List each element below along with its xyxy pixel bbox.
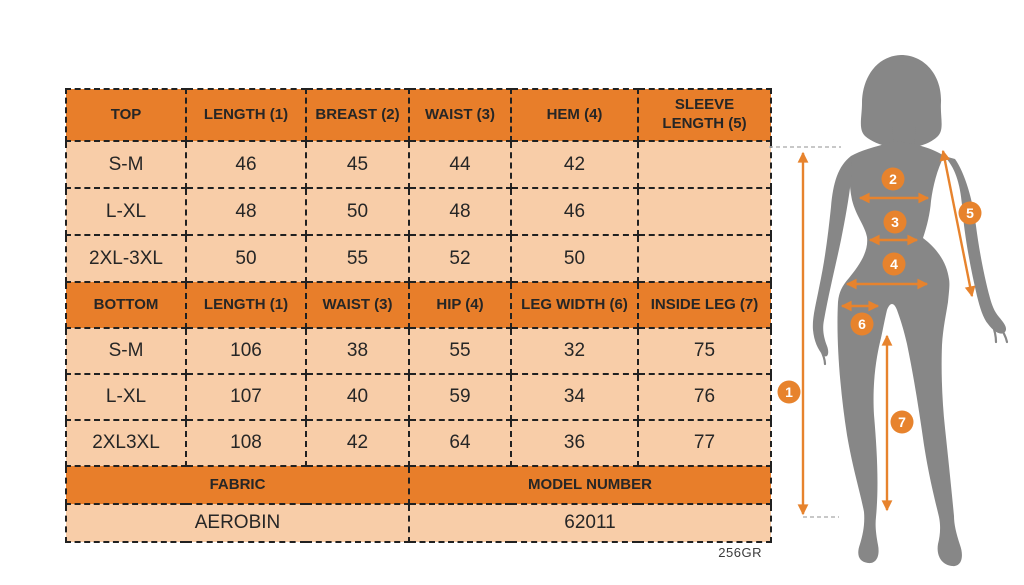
female-silhouette-diagram: 1 2 3 4 5 6 7 — [769, 55, 1009, 567]
marker-number: 1 — [785, 384, 793, 400]
column-header: HIP (4) — [408, 281, 512, 329]
column-header: HEM (4) — [510, 88, 639, 142]
value-cell: 52 — [408, 234, 512, 283]
marker-number: 4 — [890, 256, 898, 272]
model-number-value: 62011 — [408, 503, 772, 543]
value-cell: 75 — [637, 327, 772, 375]
marker-circle — [850, 312, 874, 336]
value-cell: 48 — [185, 187, 307, 236]
value-cell: 77 — [637, 419, 772, 467]
column-header: LEG WIDTH (6) — [510, 281, 639, 329]
bottom-header-row: BOTTOM LENGTH (1) WAIST (3) HIP (4) LEG … — [65, 281, 772, 329]
value-cell: 106 — [185, 327, 307, 375]
value-cell: 38 — [305, 327, 410, 375]
torso-and-legs-shape — [837, 141, 962, 567]
value-cell: 46 — [510, 187, 639, 236]
measure-marker-6: 6 — [850, 312, 874, 336]
top-header-row: TOP LENGTH (1) BREAST (2) WAIST (3) HEM … — [65, 88, 772, 142]
table-row: S-M 46 45 44 42 — [65, 140, 772, 189]
size-chart-table: TOP LENGTH (1) BREAST (2) WAIST (3) HEM … — [65, 88, 772, 543]
size-cell: S-M — [65, 327, 187, 375]
value-cell: 46 — [185, 140, 307, 189]
column-header: LENGTH (1) — [185, 281, 307, 329]
table-row: L-XL 107 40 59 34 76 — [65, 373, 772, 421]
marker-number: 5 — [966, 205, 974, 221]
right-arm-shape — [944, 156, 1007, 334]
size-cell: S-M — [65, 140, 187, 189]
table-row: 2XL-3XL 50 55 52 50 — [65, 234, 772, 283]
value-cell: 76 — [637, 373, 772, 421]
size-cell: L-XL — [65, 373, 187, 421]
value-cell: 50 — [185, 234, 307, 283]
value-cell: 107 — [185, 373, 307, 421]
right-hand-fingers — [996, 322, 1009, 344]
value-cell: 42 — [510, 140, 639, 189]
marker-circle — [958, 201, 982, 225]
value-cell: 64 — [408, 419, 512, 467]
marker-number: 7 — [898, 414, 906, 430]
left-arm-shape — [812, 156, 852, 357]
column-header: SLEEVE LENGTH (5) — [637, 88, 772, 142]
value-cell: 32 — [510, 327, 639, 375]
column-header: WAIST (3) — [408, 88, 512, 142]
value-cell: 40 — [305, 373, 410, 421]
column-header: BREAST (2) — [305, 88, 410, 142]
value-cell: 44 — [408, 140, 512, 189]
table-row: L-XL 48 50 48 46 — [65, 187, 772, 236]
value-cell: 42 — [305, 419, 410, 467]
footer-value-row: AEROBIN 62011 — [65, 503, 772, 543]
model-number-header: MODEL NUMBER — [408, 465, 772, 505]
column-header: BOTTOM — [65, 281, 187, 329]
value-cell: 36 — [510, 419, 639, 467]
measurement-figure: 1 2 3 4 5 6 7 — [765, 40, 1024, 585]
value-cell: 34 — [510, 373, 639, 421]
arrow-5-sleeve-length — [939, 149, 976, 298]
value-cell: 59 — [408, 373, 512, 421]
measure-marker-1: 1 — [777, 380, 801, 404]
marker-circle — [777, 380, 801, 404]
table-row: 2XL3XL 108 42 64 36 77 — [65, 419, 772, 467]
right-hand-fingers — [990, 321, 998, 344]
measure-marker-5: 5 — [958, 201, 982, 225]
value-cell: 50 — [305, 187, 410, 236]
value-cell: 45 — [305, 140, 410, 189]
head-hair-shape — [860, 55, 942, 148]
column-header: WAIST (3) — [305, 281, 410, 329]
size-cell: 2XL3XL — [65, 419, 187, 467]
size-cell: L-XL — [65, 187, 187, 236]
measure-marker-3: 3 — [883, 210, 907, 234]
fabric-value: AEROBIN — [65, 503, 410, 543]
value-cell — [637, 187, 772, 236]
reference-code: 256GR — [718, 545, 762, 560]
marker-circle — [881, 167, 905, 191]
value-cell: 108 — [185, 419, 307, 467]
left-hand-finger — [818, 346, 827, 366]
size-cell: 2XL-3XL — [65, 234, 187, 283]
measure-marker-4: 4 — [882, 252, 906, 276]
value-cell — [637, 140, 772, 189]
marker-number: 2 — [889, 171, 897, 187]
measure-marker-7: 7 — [890, 410, 914, 434]
value-cell: 50 — [510, 234, 639, 283]
value-cell — [637, 234, 772, 283]
value-cell: 55 — [408, 327, 512, 375]
marker-number: 6 — [858, 316, 866, 332]
marker-circle — [882, 252, 906, 276]
marker-number: 3 — [891, 214, 899, 230]
marker-circle — [890, 410, 914, 434]
measure-marker-2: 2 — [881, 167, 905, 191]
column-header: LENGTH (1) — [185, 88, 307, 142]
female-body-silhouette — [812, 55, 1009, 567]
value-cell: 55 — [305, 234, 410, 283]
column-header: TOP — [65, 88, 187, 142]
fabric-header: FABRIC — [65, 465, 410, 505]
table-row: S-M 106 38 55 32 75 — [65, 327, 772, 375]
value-cell: 48 — [408, 187, 512, 236]
marker-circle — [883, 210, 907, 234]
column-header: INSIDE LEG (7) — [637, 281, 772, 329]
footer-header-row: FABRIC MODEL NUMBER — [65, 465, 772, 505]
